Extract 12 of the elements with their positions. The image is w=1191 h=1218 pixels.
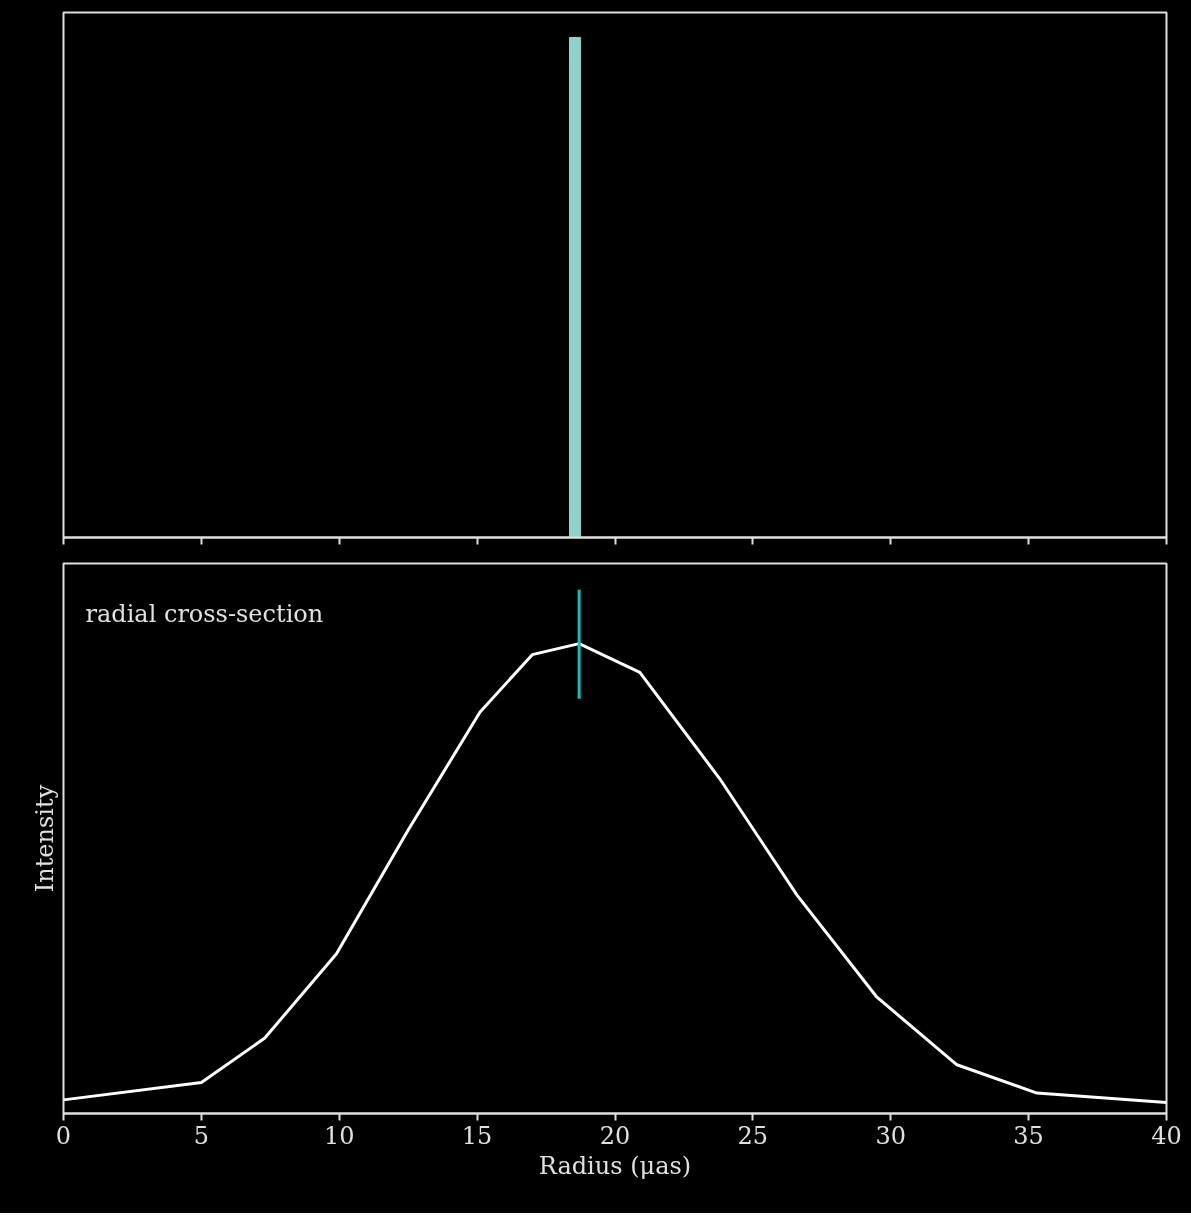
x-tick-label: 20	[599, 1121, 631, 1150]
x-tick-label: 40	[1151, 1121, 1182, 1150]
x-tick-label: 35	[1013, 1121, 1044, 1150]
x-tick-label: 30	[875, 1121, 907, 1150]
x-axis-title: Radius (μas)	[538, 1151, 692, 1180]
x-tick-label: 15	[461, 1121, 493, 1150]
x-tick-label: 5	[193, 1121, 210, 1150]
x-tick-label: 10	[323, 1121, 355, 1150]
x-tick-label: 25	[737, 1121, 769, 1150]
y-axis-title: Intensity	[30, 784, 59, 893]
x-tick-label: 0	[55, 1121, 72, 1150]
annotation: radial cross-section	[85, 599, 324, 628]
